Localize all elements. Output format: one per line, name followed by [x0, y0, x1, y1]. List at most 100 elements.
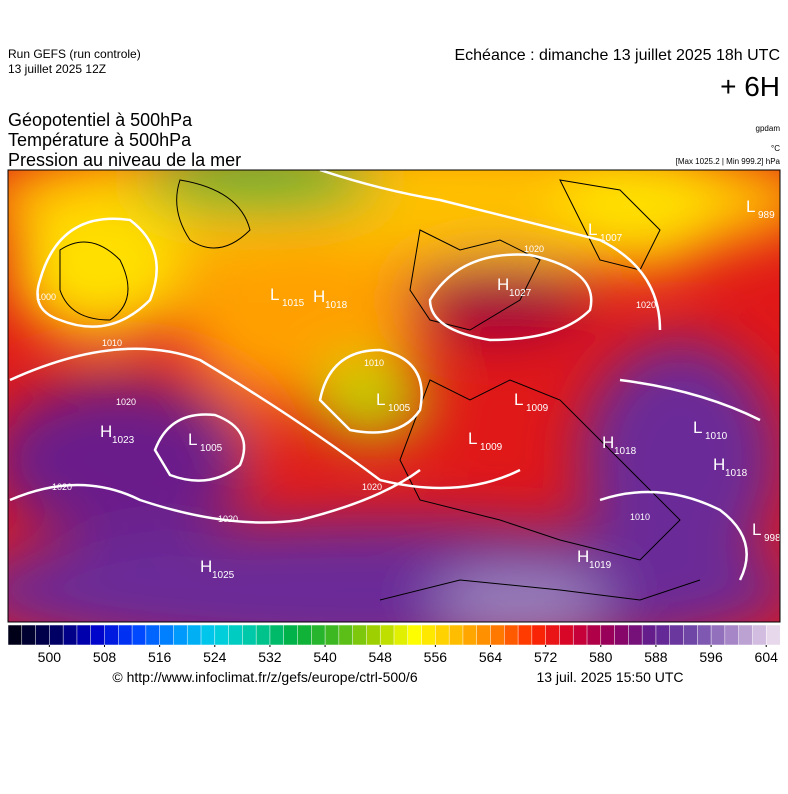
isobar-label: 1020 — [52, 482, 72, 492]
forecast-step: + 6H — [720, 71, 780, 102]
colorbar-segment — [297, 624, 312, 646]
colorbar-tick-label: 596 — [699, 649, 723, 665]
colorbar-tick-label: 572 — [534, 649, 558, 665]
pressure-center-letter: H — [200, 557, 212, 576]
run-label: Run GEFS (run controle) — [8, 47, 141, 61]
unit-label: gpdam — [756, 124, 781, 133]
colorbar-segment — [269, 624, 285, 646]
colorbar-segment — [324, 624, 340, 646]
colorbar-segment — [311, 624, 326, 646]
colorbar-segment — [407, 624, 423, 646]
colorbar-segment — [104, 624, 119, 646]
colorbar-segment — [765, 624, 781, 646]
pressure-center-letter: H — [577, 547, 589, 566]
colorbar-segment — [62, 624, 78, 646]
pressure-center-value: 1018 — [725, 468, 748, 479]
colorbar-segment — [145, 624, 161, 646]
colorbar-segment — [752, 624, 767, 646]
pressure-center-value: 1015 — [282, 298, 305, 309]
pressure-center-value: 1025 — [212, 570, 235, 581]
field-label: Géopotentiel à 500hPa — [8, 110, 193, 130]
pressure-center-value: 1005 — [200, 443, 223, 454]
colorbar-segment — [435, 624, 450, 646]
isobar-label: 1010 — [630, 512, 650, 522]
pressure-range: [Max 1025.2 | Min 999.2] hPa — [676, 157, 781, 166]
pressure-center-letter: L — [376, 390, 385, 409]
pressure-center-letter: L — [746, 197, 755, 216]
pressure-center-value: 1023 — [112, 435, 135, 446]
colorbar-segment — [159, 624, 174, 646]
colorbar-segment — [242, 624, 257, 646]
colorbar-segment — [173, 624, 188, 646]
colorbar-tick-label: 508 — [93, 649, 117, 665]
isobar-label: 1020 — [218, 514, 238, 524]
colorbar: 500 508 516 524 532 540 548 556 564 572 580 588 596 6… — [7, 624, 781, 665]
pressure-center-letter: H — [313, 287, 325, 306]
isobar-label: 1000 — [36, 292, 56, 302]
colorbar-segment — [517, 624, 533, 646]
colorbar-segment — [35, 624, 50, 646]
pressure-center-letter: L — [188, 430, 197, 449]
colorbar-segment — [710, 624, 726, 646]
colorbar-tick-label: 588 — [644, 649, 668, 665]
colorbar-segment — [669, 624, 685, 646]
run-date: 13 juillet 2025 12Z — [8, 62, 106, 76]
colorbar-segment — [490, 624, 505, 646]
colorbar-segment — [531, 624, 547, 646]
isobar-label: 1010 — [102, 338, 122, 348]
pressure-center-value: 1018 — [614, 446, 637, 457]
pressure-center-letter: L — [270, 285, 279, 304]
isobar-label: 1020 — [362, 482, 382, 492]
colorbar-tick-label: 580 — [589, 649, 613, 665]
colorbar-segment — [131, 624, 147, 646]
field-label: Température à 500hPa — [8, 130, 192, 150]
colorbar-tick-label: 548 — [369, 649, 393, 665]
pressure-center-value: 1009 — [526, 403, 549, 414]
map-frame — [7, 169, 781, 623]
field-label: Pression au niveau de la mer — [8, 150, 241, 170]
colorbar-segment — [697, 624, 712, 646]
colorbar-segment — [641, 624, 657, 646]
forecast-time: Echéance : dimanche 13 juillet 2025 18h … — [454, 47, 780, 64]
pressure-center-value: 989 — [758, 210, 775, 221]
colorbar-segment — [572, 624, 588, 646]
pressure-center-letter: L — [693, 418, 702, 437]
pressure-center-letter: H — [602, 433, 614, 452]
pressure-center-value: 998 — [764, 533, 781, 544]
colorbar-segment — [379, 624, 395, 646]
colorbar-segment — [338, 624, 354, 646]
colorbar-segment — [586, 624, 602, 646]
colorbar-segment — [255, 624, 271, 646]
colorbar-segment — [200, 624, 216, 646]
isobar-label: 1020 — [116, 397, 136, 407]
colorbar-tick-label: 540 — [313, 649, 337, 665]
colorbar-segment — [448, 624, 464, 646]
colorbar-segment — [628, 624, 643, 646]
pressure-center-value: 1010 — [705, 431, 728, 442]
pressure-center-value: 1018 — [325, 300, 348, 311]
pressure-center-letter: H — [713, 455, 725, 474]
colorbar-segment — [655, 624, 671, 646]
isobar-label: 1020 — [636, 300, 656, 310]
isobar-label: 1010 — [364, 358, 384, 368]
pressure-center-letter: L — [752, 520, 761, 539]
colorbar-segment — [283, 624, 299, 646]
pressure-center-letter: L — [588, 220, 597, 239]
map: 1020 1020 1020 1020 1010 1000 1010 1020 1020 1010… — [8, 170, 781, 622]
pressure-center-letter: H — [497, 275, 509, 294]
colorbar-segment — [462, 624, 478, 646]
colorbar-tick-label: 524 — [203, 649, 227, 665]
colorbar-segment — [421, 624, 436, 646]
pressure-center-value: 1007 — [600, 233, 623, 244]
colorbar-segment — [476, 624, 492, 646]
colorbar-tick-label: 500 — [38, 649, 62, 665]
pressure-center-letter: L — [468, 429, 477, 448]
colorbar-segment — [352, 624, 367, 646]
colorbar-segment — [228, 624, 243, 646]
unit-label: °C — [771, 144, 780, 153]
colorbar-segment — [118, 624, 133, 646]
colorbar-segment — [214, 624, 230, 646]
colorbar-tick-label: 564 — [479, 649, 503, 665]
pressure-center-value: 1009 — [480, 442, 503, 453]
colorbar-tick-label: 556 — [424, 649, 448, 665]
